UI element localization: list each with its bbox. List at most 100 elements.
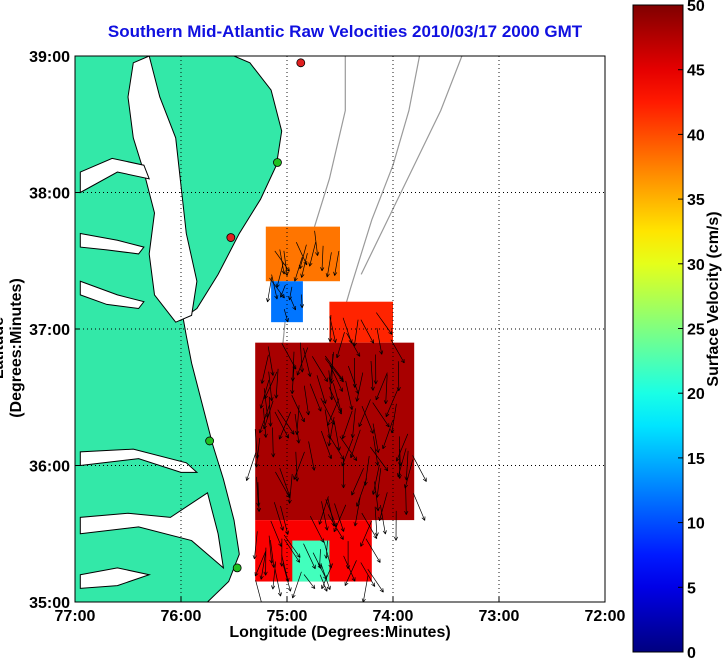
velocity-vector	[291, 571, 302, 599]
velocity-vector	[352, 319, 359, 347]
velocity-vector	[378, 492, 388, 522]
velocity-vector	[268, 371, 274, 402]
velocity-vector	[294, 451, 300, 482]
velocity-vector	[312, 552, 322, 569]
velocity-vector	[329, 316, 337, 343]
velocity-vector	[334, 503, 345, 532]
velocity-vector	[376, 327, 384, 355]
velocity-vector	[299, 342, 305, 373]
velocity-vector	[355, 372, 364, 402]
velocity-vector	[289, 297, 297, 311]
velocity-vector	[296, 347, 309, 376]
velocity-vector	[361, 405, 374, 434]
colorbar-tick-label: 45	[687, 63, 705, 80]
velocity-vector	[372, 423, 380, 453]
velocity-vector	[390, 339, 405, 364]
y-tick-label: 35:00	[29, 595, 70, 612]
velocity-vector	[335, 332, 345, 359]
velocity-vector	[380, 504, 387, 535]
velocity-vector	[279, 249, 286, 275]
water-channel	[79, 491, 225, 570]
velocity-vector	[344, 560, 357, 586]
velocity-vector	[318, 496, 329, 525]
colorbar-tick-label: 10	[687, 516, 705, 533]
velocity-vector	[351, 467, 364, 496]
velocity-vector	[298, 244, 307, 270]
colorbar-tick-label: 40	[687, 127, 705, 144]
velocity-vector	[277, 409, 295, 435]
velocity-vector	[295, 242, 308, 266]
velocity-vector	[339, 436, 358, 462]
velocity-vector	[372, 402, 390, 428]
velocity-vector	[283, 250, 289, 276]
water-channel	[79, 157, 151, 194]
velocity-vector	[321, 563, 334, 590]
x-tick-label: 73:00	[479, 608, 520, 625]
velocity-vector	[353, 496, 361, 527]
velocity-vector	[270, 540, 276, 568]
water-channel	[79, 448, 199, 473]
velocity-vector	[345, 380, 354, 411]
velocity-vector	[275, 471, 291, 499]
velocity-vector	[303, 543, 316, 570]
velocity-vector	[413, 493, 426, 521]
velocity-vector	[371, 465, 380, 495]
velocity-vector	[321, 501, 329, 531]
velocity-vector	[287, 473, 293, 504]
velocity-vector	[342, 317, 353, 344]
y-axis-label: Latitude (Degrees:Minutes)	[0, 278, 25, 418]
velocity-vector	[341, 438, 354, 467]
velocity-vector	[328, 387, 342, 415]
velocity-vector	[346, 332, 361, 357]
velocity-vector	[320, 245, 325, 272]
velocity-vector	[288, 286, 293, 301]
colorbar-tick-label: 5	[687, 580, 696, 597]
velocity-vector	[370, 360, 375, 391]
velocity-vector	[303, 347, 312, 377]
velocity-vector	[360, 319, 375, 344]
velocity-vector	[360, 520, 372, 547]
velocity-vector	[341, 410, 353, 440]
velocity-vector	[255, 580, 262, 602]
velocity-vector	[316, 375, 327, 404]
velocity-vector	[347, 365, 360, 395]
velocity-vector	[325, 252, 332, 278]
velocity-vector	[376, 312, 393, 335]
velocity-vector	[271, 274, 279, 300]
station-marker	[232, 563, 242, 573]
velocity-vector	[290, 364, 295, 394]
velocity-vector	[383, 374, 388, 405]
colorbar-tick-label: 35	[687, 192, 705, 209]
velocity-vector	[254, 429, 260, 459]
velocity-vector	[365, 538, 381, 563]
velocity-vector	[273, 502, 284, 531]
colorbar	[632, 4, 684, 653]
velocity-vector	[375, 372, 388, 401]
velocity-vector	[412, 455, 427, 482]
colorbar-tick-label: 15	[687, 451, 705, 468]
water-channel	[79, 232, 145, 255]
velocity-vector	[329, 353, 334, 384]
y-tick-label: 37:00	[29, 322, 70, 339]
velocity-vector	[327, 417, 335, 447]
velocity-vector	[333, 421, 341, 451]
velocity-vector	[300, 253, 308, 278]
velocity-vector	[274, 368, 279, 399]
velocity-vector	[375, 468, 382, 498]
colorbar-label: Surface Velocity (cm/s)	[705, 211, 722, 387]
station-marker	[296, 58, 306, 68]
x-axis-label: Longitude (Degrees:Minutes)	[229, 624, 451, 641]
velocity-vector	[256, 482, 262, 512]
colorbar-tick-label: 50	[687, 0, 705, 15]
velocity-vector	[358, 399, 371, 427]
velocity-vector	[396, 361, 401, 392]
velocity-vector	[345, 541, 351, 570]
y-tick-label: 36:00	[29, 459, 70, 476]
velocity-vector	[312, 356, 328, 382]
x-tick-label: 76:00	[161, 608, 202, 625]
velocity-vector	[303, 385, 311, 416]
water-channel	[79, 567, 152, 589]
velocity-vector	[333, 250, 340, 276]
